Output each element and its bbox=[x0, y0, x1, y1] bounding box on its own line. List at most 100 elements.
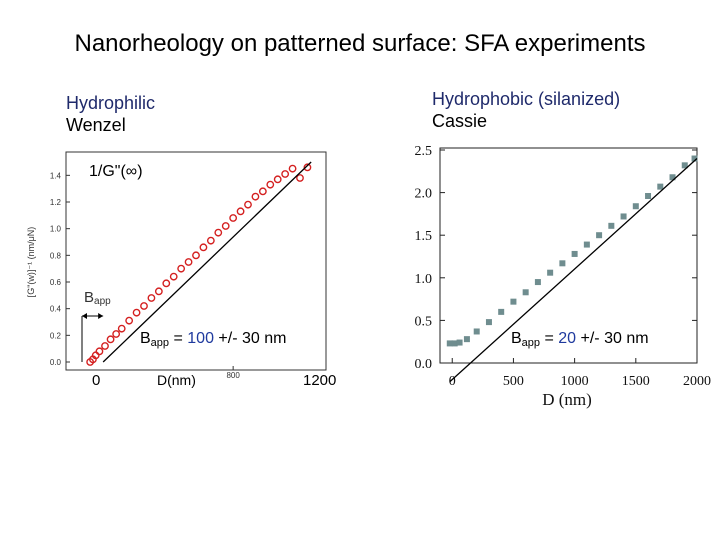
left-y-tick-label: 1.0 bbox=[50, 225, 62, 234]
right-y-tick-label: 1.5 bbox=[415, 229, 433, 244]
right-y-tick-label: 2.0 bbox=[415, 187, 433, 202]
left-data-point bbox=[112, 330, 121, 338]
right-x-axis-label: D (nm) bbox=[542, 390, 592, 409]
right-data-point bbox=[473, 328, 480, 335]
overlay-x-label: D(nm) bbox=[157, 372, 196, 388]
slide-title: Nanorheology on patterned surface: SFA e… bbox=[74, 30, 646, 57]
left-result-value: 100 bbox=[187, 330, 214, 347]
right-data-point bbox=[485, 319, 492, 326]
right-data-point bbox=[547, 269, 554, 276]
left-data-point bbox=[162, 279, 171, 288]
right-data-point bbox=[498, 308, 505, 315]
left-data-point bbox=[266, 180, 275, 189]
left-data-point bbox=[154, 287, 163, 296]
left-heading-line1: Hydrophilic bbox=[66, 93, 156, 113]
left-y-axis-label: [G"(w)]⁻¹ (nm/μN) bbox=[26, 227, 36, 298]
right-result-letter: B bbox=[511, 330, 522, 347]
right-data-point bbox=[456, 339, 463, 346]
left-result-letter: B bbox=[140, 330, 151, 347]
right-heading-line1: Hydrophobic (silanized) bbox=[432, 89, 621, 109]
right-data-point bbox=[571, 250, 578, 257]
left-data-point bbox=[214, 228, 223, 237]
left-data-point bbox=[281, 170, 290, 178]
left-data-point bbox=[273, 175, 282, 184]
left-data-point bbox=[251, 192, 260, 201]
right-data-point bbox=[463, 336, 470, 343]
left-data-point bbox=[199, 243, 208, 252]
bapp-arrow-right bbox=[98, 313, 104, 319]
overlay-x-start: 0 bbox=[92, 372, 101, 389]
right-data-point bbox=[596, 232, 603, 239]
right-data-point bbox=[645, 193, 652, 200]
bapp-arrow-left bbox=[82, 313, 87, 319]
right-data-point bbox=[583, 241, 590, 248]
right-x-tick-label: 1500 bbox=[622, 374, 650, 389]
right-heading: Hydrophobic (silanized) Cassie bbox=[432, 88, 620, 132]
inset-label: 1/G"(∞) bbox=[89, 163, 143, 180]
left-data-point bbox=[125, 316, 134, 325]
right-data-point bbox=[657, 183, 664, 190]
left-data-point bbox=[229, 214, 238, 222]
left-data-point bbox=[177, 264, 186, 273]
left-data-point bbox=[140, 302, 148, 310]
left-fit-line bbox=[102, 161, 312, 363]
right-result: Bapp = 20 +/- 30 nm bbox=[511, 330, 649, 349]
left-x-tick-label: 800 bbox=[226, 371, 240, 380]
right-result-sub: app bbox=[521, 337, 541, 349]
bapp-marker-sub: app bbox=[94, 296, 111, 307]
overlay-x-end: 1200 bbox=[303, 372, 337, 389]
left-plot: 0.0 0.2 0.4 0.6 0.8 1.0 1.2 1.4 800 [G"(w)]⁻¹ (nm… bbox=[26, 151, 327, 380]
right-y-tick-label: 1.0 bbox=[415, 272, 433, 287]
right-data-point bbox=[534, 279, 541, 286]
right-data-point bbox=[620, 213, 627, 220]
right-data-point bbox=[632, 203, 639, 210]
left-y-tick-label: 0.4 bbox=[50, 305, 62, 314]
left-data-point bbox=[147, 294, 156, 302]
right-y-tick-label: 0.5 bbox=[415, 314, 433, 329]
left-heading-line2: Wenzel bbox=[66, 115, 126, 135]
right-result-value: 20 bbox=[558, 330, 577, 347]
left-data-point bbox=[296, 174, 304, 182]
right-data-point bbox=[451, 340, 458, 347]
left-data-point bbox=[303, 163, 312, 172]
left-result-sub: app bbox=[150, 337, 170, 349]
right-plot: 0.0 0.5 1.0 1.5 2.0 2.5 0 500 1000 1500 2000 D (nm) bbox=[415, 144, 712, 409]
right-data-point bbox=[691, 155, 698, 162]
bapp-marker-letter: B bbox=[84, 289, 95, 306]
right-heading-line2: Cassie bbox=[432, 111, 488, 131]
left-data-point bbox=[236, 207, 245, 216]
right-y-tick-label: 0.0 bbox=[415, 357, 433, 372]
right-y-tick-label: 2.5 bbox=[415, 144, 433, 159]
right-data-point bbox=[681, 162, 688, 169]
left-plot-frame bbox=[65, 151, 327, 371]
right-data-point bbox=[608, 222, 615, 229]
left-result: Bapp = 100 +/- 30 nm bbox=[140, 330, 286, 349]
right-data-point bbox=[522, 289, 529, 296]
left-y-tick-label: 0.8 bbox=[50, 251, 62, 260]
left-y-tick-label: 0.0 bbox=[50, 358, 62, 367]
right-result-eq: = bbox=[540, 330, 559, 347]
left-data-point bbox=[106, 335, 115, 344]
right-data-point bbox=[559, 260, 566, 267]
left-y-tick-label: 0.6 bbox=[50, 278, 62, 287]
bapp-marker: Bapp bbox=[84, 289, 111, 307]
right-data-point bbox=[446, 340, 453, 347]
right-x-tick-label: 1000 bbox=[561, 374, 589, 389]
left-data-point bbox=[258, 187, 267, 196]
left-data-point bbox=[117, 324, 126, 333]
right-plot-frame bbox=[439, 147, 698, 364]
left-data-point bbox=[95, 347, 104, 356]
left-heading: Hydrophilic Wenzel bbox=[66, 92, 155, 136]
right-x-tick-label: 0 bbox=[449, 374, 456, 389]
left-result-unit: +/- 30 nm bbox=[213, 330, 287, 347]
right-data-point bbox=[669, 174, 676, 181]
left-data-point bbox=[132, 308, 141, 317]
right-x-tick-label: 500 bbox=[503, 374, 524, 389]
left-result-eq: = bbox=[169, 330, 188, 347]
left-y-tick-label: 1.2 bbox=[50, 198, 62, 207]
left-data-point bbox=[192, 251, 200, 260]
left-data-point bbox=[221, 222, 230, 230]
left-y-tick-label: 1.4 bbox=[50, 171, 62, 180]
left-data-point bbox=[169, 272, 178, 281]
